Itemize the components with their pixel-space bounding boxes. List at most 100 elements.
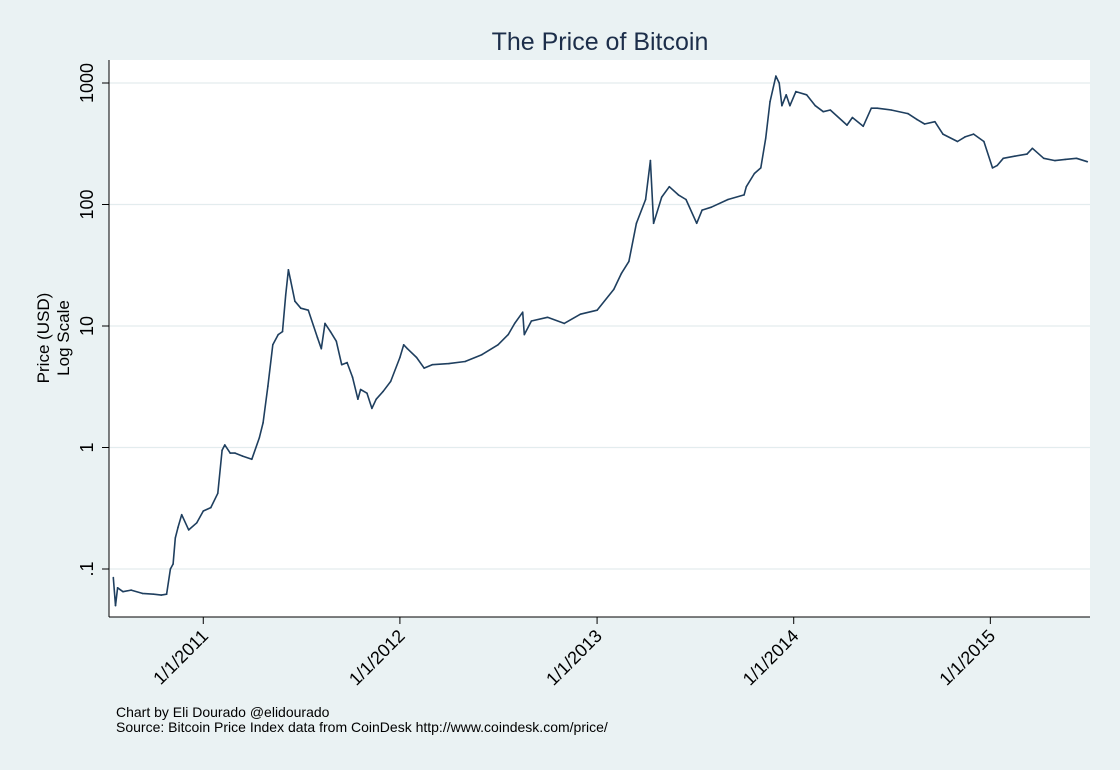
data-point-88 bbox=[753, 172, 756, 175]
data-point-112 bbox=[942, 133, 944, 135]
data-point-126 bbox=[1075, 157, 1078, 160]
data-point-92 bbox=[775, 75, 777, 77]
data-point-117 bbox=[991, 167, 994, 169]
data-point-13 bbox=[180, 513, 183, 516]
data-point-18 bbox=[217, 492, 219, 495]
data-point-55 bbox=[415, 356, 418, 359]
data-point-75 bbox=[644, 198, 647, 201]
data-point-25 bbox=[258, 437, 261, 439]
y-axis-label-line2: Log Scale bbox=[54, 300, 73, 376]
data-point-90 bbox=[764, 137, 767, 140]
data-point-54 bbox=[406, 347, 409, 350]
data-point-6 bbox=[152, 593, 155, 595]
y-tick-label-1: 1 bbox=[77, 442, 97, 452]
x-tick-label-3: 1/1/2014 bbox=[739, 626, 803, 690]
y-ticks: .1 1 10 100 1000 bbox=[77, 63, 109, 577]
data-point-77 bbox=[652, 222, 655, 225]
data-point-62 bbox=[507, 333, 510, 336]
data-point-109 bbox=[916, 118, 918, 121]
data-point-80 bbox=[677, 194, 680, 196]
data-point-78 bbox=[660, 196, 663, 198]
data-point-104 bbox=[862, 125, 864, 128]
data-point-94 bbox=[781, 104, 783, 107]
data-point-48 bbox=[371, 407, 373, 410]
data-point-10 bbox=[172, 563, 174, 565]
data-point-97 bbox=[795, 90, 797, 93]
data-point-125 bbox=[1064, 158, 1066, 161]
data-point-124 bbox=[1054, 159, 1056, 162]
data-point-28 bbox=[272, 344, 274, 346]
data-point-30 bbox=[281, 330, 284, 333]
data-point-3 bbox=[122, 590, 124, 593]
data-point-38 bbox=[320, 347, 323, 350]
data-point-59 bbox=[464, 360, 466, 363]
data-point-103 bbox=[851, 116, 854, 119]
data-point-85 bbox=[727, 198, 729, 201]
data-point-11 bbox=[174, 537, 177, 539]
data-point-46 bbox=[359, 388, 362, 391]
data-point-1 bbox=[114, 604, 117, 607]
data-point-107 bbox=[890, 109, 892, 111]
y-tick-label-3: 100 bbox=[77, 189, 97, 219]
data-point-34 bbox=[294, 300, 296, 303]
y-tick-label-2: 10 bbox=[77, 316, 97, 336]
data-point-44 bbox=[351, 376, 354, 378]
data-point-115 bbox=[972, 133, 975, 135]
data-point-72 bbox=[620, 272, 623, 275]
data-point-7 bbox=[160, 594, 163, 596]
data-point-111 bbox=[934, 120, 936, 123]
data-point-23 bbox=[241, 455, 244, 457]
data-point-22 bbox=[234, 452, 236, 454]
data-point-87 bbox=[745, 185, 748, 188]
data-point-5 bbox=[141, 592, 144, 595]
y-tick-label-0: .1 bbox=[77, 561, 97, 576]
data-point-89 bbox=[760, 167, 762, 169]
data-point-32 bbox=[287, 269, 290, 271]
data-point-14 bbox=[187, 529, 190, 531]
data-point-84 bbox=[710, 206, 713, 208]
data-point-116 bbox=[983, 140, 985, 143]
data-point-31 bbox=[284, 294, 287, 296]
data-point-105 bbox=[870, 107, 873, 109]
data-point-73 bbox=[628, 260, 630, 263]
x-tick-label-1: 1/1/2012 bbox=[345, 626, 409, 690]
x-tick-label-4: 1/1/2015 bbox=[935, 626, 999, 690]
data-point-71 bbox=[613, 288, 615, 291]
data-point-15 bbox=[196, 522, 198, 524]
data-point-95 bbox=[785, 94, 787, 96]
data-point-110 bbox=[923, 123, 926, 125]
data-point-20 bbox=[224, 444, 226, 446]
data-point-74 bbox=[635, 222, 638, 225]
grid-lines bbox=[109, 82, 1090, 570]
data-point-53 bbox=[402, 344, 405, 346]
data-point-70 bbox=[596, 309, 598, 312]
data-point-51 bbox=[389, 380, 392, 383]
data-point-12 bbox=[177, 526, 179, 529]
data-point-9 bbox=[169, 568, 172, 570]
data-point-68 bbox=[563, 322, 565, 325]
data-point-56 bbox=[423, 367, 425, 369]
data-point-45 bbox=[357, 398, 359, 401]
data-point-82 bbox=[695, 222, 698, 225]
data-point-35 bbox=[300, 307, 302, 310]
data-point-36 bbox=[307, 309, 310, 312]
data-point-93 bbox=[778, 82, 780, 84]
chart-credits: Chart by Eli Dourado @elidourado Source:… bbox=[116, 705, 608, 735]
data-point-100 bbox=[822, 110, 825, 113]
x-tick-label-2: 1/1/2013 bbox=[542, 626, 606, 690]
data-point-127 bbox=[1086, 160, 1089, 163]
series-points bbox=[112, 75, 1089, 607]
axes bbox=[108, 60, 1090, 618]
x-ticks: 1/1/2011 1/1/2012 1/1/2013 1/1/2014 1/1/2015 bbox=[149, 617, 999, 689]
data-point-50 bbox=[382, 390, 385, 393]
data-point-4 bbox=[130, 589, 132, 591]
data-point-98 bbox=[805, 94, 808, 96]
data-point-81 bbox=[685, 198, 687, 201]
y-tick-label-4: 1000 bbox=[77, 63, 97, 103]
data-point-69 bbox=[579, 313, 582, 316]
data-point-2 bbox=[116, 587, 119, 589]
data-point-108 bbox=[907, 112, 909, 115]
data-point-99 bbox=[814, 104, 817, 107]
y-axis-label-line1: Price (USD) bbox=[34, 293, 53, 384]
